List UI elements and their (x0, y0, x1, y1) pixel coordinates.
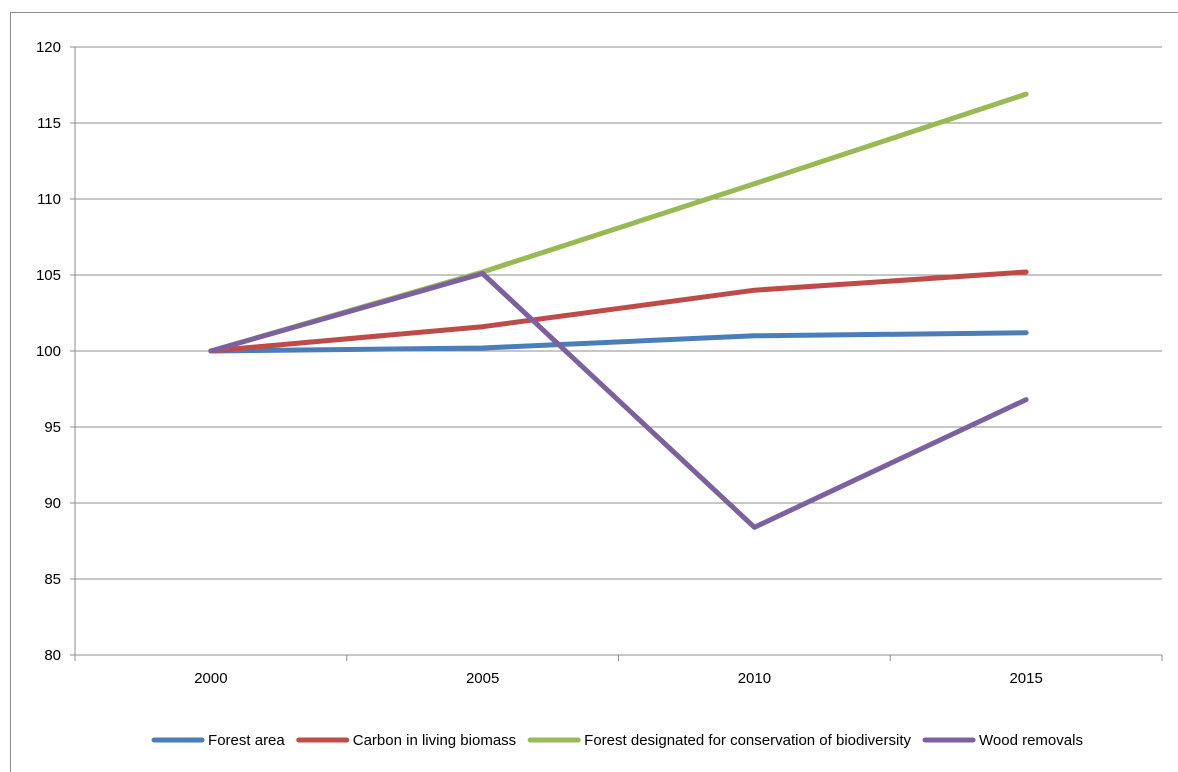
legend: Forest area Carbon in living biomass Fores… (151, 732, 1083, 749)
x-tick-label: 2005 (466, 670, 499, 687)
y-tick-label: 115 (37, 115, 61, 132)
chart-frame (10, 12, 1178, 772)
series-line-1 (208, 269, 1029, 354)
series-line-3 (208, 271, 1029, 530)
gridlines (75, 46, 1162, 580)
y-tick-label: 90 (44, 495, 61, 512)
y-tick-label: 120 (36, 39, 61, 56)
x-axis-ticks: 2000 2005 2010 2015 (74, 655, 1163, 687)
y-tick-label: 110 (37, 191, 61, 208)
series-line-0 (208, 330, 1029, 354)
y-tick-label: 95 (44, 419, 61, 436)
y-tick-label: 85 (44, 571, 61, 588)
x-tick-label: 2000 (194, 670, 227, 687)
series-line-2 (208, 91, 1029, 354)
y-tick-label: 105 (36, 267, 61, 284)
y-axis-ticks: 80 85 90 95 100 105 110 115 120 (36, 39, 75, 664)
y-tick-label: 80 (44, 647, 61, 664)
x-tick-label: 2010 (738, 670, 771, 687)
legend-label-0: Forest area (208, 732, 285, 749)
legend-label-2: Forest designated for conservation of bi… (584, 732, 911, 749)
series-lines (208, 91, 1029, 530)
y-tick-label: 100 (36, 343, 61, 360)
x-tick-label: 2015 (1009, 670, 1042, 687)
legend-label-1: Carbon in living biomass (353, 732, 516, 749)
legend-label-3: Wood removals (979, 732, 1083, 749)
